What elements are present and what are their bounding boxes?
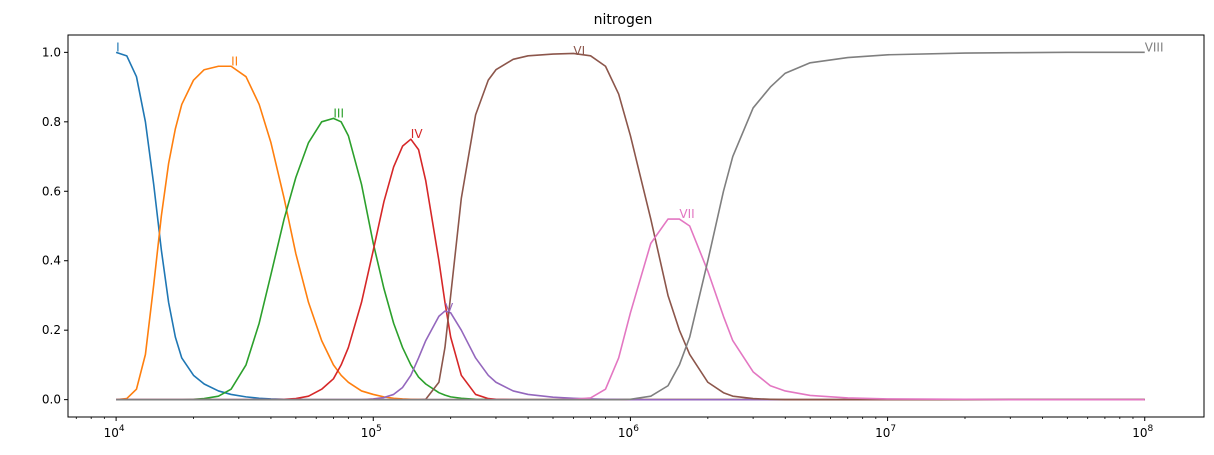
- y-tick-label: 1.0: [42, 45, 61, 59]
- series-layer: [115, 51, 1145, 401]
- series-label-V: V: [445, 301, 454, 315]
- x-tick-label: 106: [618, 424, 639, 440]
- series-label-VIII: VIII: [1145, 40, 1164, 54]
- y-tick-label: 0.4: [42, 254, 61, 268]
- x-tick-label: 108: [1132, 424, 1153, 440]
- series-label-I: I: [116, 40, 120, 54]
- x-tick-label: 104: [104, 424, 125, 440]
- y-tick-label: 0.0: [42, 393, 61, 407]
- series-label-IV: IV: [411, 127, 424, 141]
- y-tick-label: 0.6: [42, 184, 61, 198]
- x-tick-label: 107: [875, 424, 896, 440]
- series-label-II: II: [231, 54, 238, 68]
- series-line-II: [116, 65, 1145, 401]
- chart-title: nitrogen: [594, 12, 653, 28]
- series-label-III: III: [333, 106, 344, 120]
- series-label-VI: VI: [573, 44, 585, 58]
- series-line-IV: [116, 138, 1145, 401]
- series-line-VI: [116, 52, 1145, 401]
- series-line-III: [116, 117, 1145, 401]
- plot-frame: [67, 34, 1205, 418]
- x-tick-label: 105: [361, 424, 382, 440]
- series-label-VII: VII: [679, 207, 694, 221]
- y-axis-ticks: 0.0 0.2 0.4 0.6 0.8 1.0: [42, 45, 68, 407]
- series-line-V: [116, 310, 1145, 401]
- y-tick-label: 0.2: [42, 323, 61, 337]
- series-line-VII: [116, 218, 1145, 401]
- series-line-VIII: [116, 51, 1145, 401]
- x-axis-ticks: 104 105 106 107 108: [75, 417, 1154, 440]
- series-line-I: [115, 51, 1145, 401]
- y-tick-label: 0.8: [42, 115, 61, 129]
